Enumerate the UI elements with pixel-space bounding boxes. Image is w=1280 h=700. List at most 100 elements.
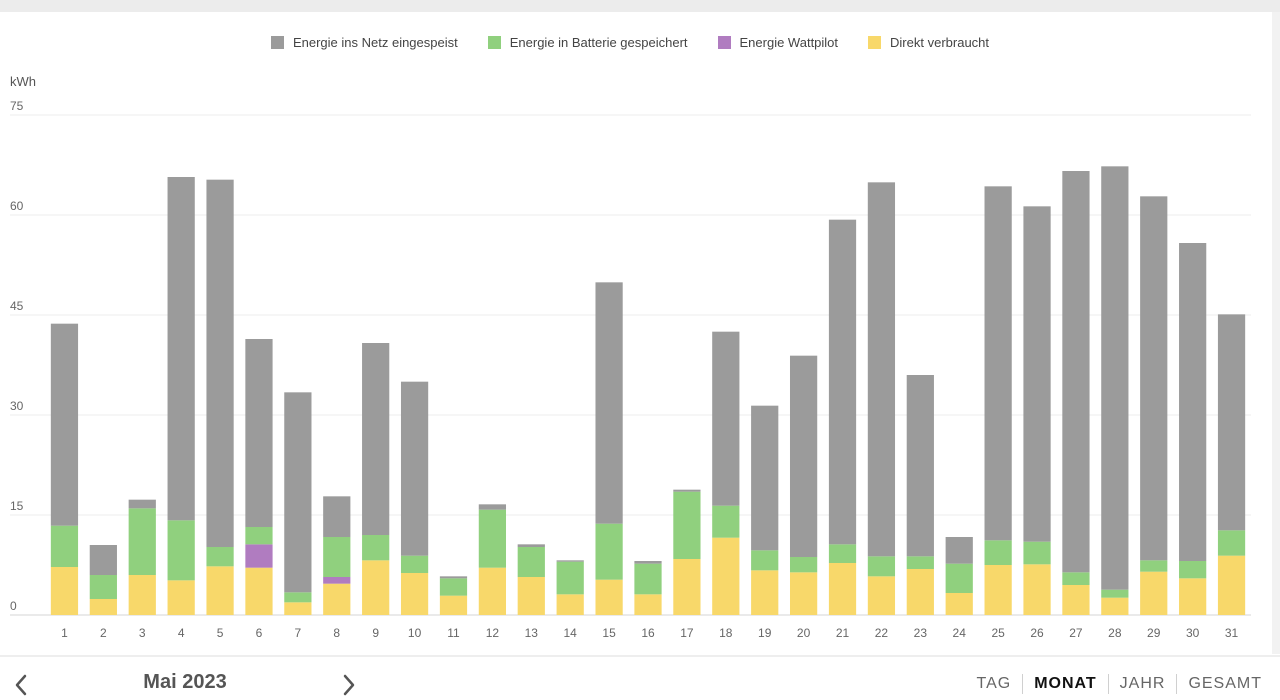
bar-segment[interactable]	[556, 561, 584, 595]
bar-segment[interactable]	[323, 577, 351, 584]
bar-segment[interactable]	[751, 405, 779, 551]
bar-segment[interactable]	[1179, 243, 1207, 561]
next-period-button[interactable]	[334, 670, 364, 700]
bar-segment[interactable]	[789, 572, 818, 615]
bar-segment[interactable]	[478, 567, 507, 615]
bar-segment[interactable]	[362, 343, 390, 535]
bar-segment[interactable]	[634, 594, 662, 615]
bar-segment[interactable]	[167, 520, 195, 581]
legend-item-wattpilot[interactable]: Energie Wattpilot	[717, 35, 838, 50]
bar-segment[interactable]	[517, 544, 545, 547]
bar-segment[interactable]	[1101, 589, 1129, 598]
bar-segment[interactable]	[828, 563, 857, 615]
bar-segment[interactable]	[323, 496, 351, 537]
bar-segment[interactable]	[50, 323, 79, 526]
bar-segment[interactable]	[556, 560, 584, 562]
bar-segment[interactable]	[595, 579, 623, 615]
bar-segment[interactable]	[906, 556, 934, 569]
bar-segment[interactable]	[867, 182, 896, 557]
bar-segment[interactable]	[595, 282, 623, 524]
bar-segment[interactable]	[478, 504, 507, 510]
bar-segment[interactable]	[1179, 561, 1207, 579]
bar-segment[interactable]	[1023, 541, 1051, 565]
tab-gesamt[interactable]: GESAMT	[1188, 675, 1262, 692]
bar-segment[interactable]	[439, 578, 468, 596]
bar-segment[interactable]	[50, 525, 79, 567]
bar-segment[interactable]	[1179, 578, 1207, 615]
bar-segment[interactable]	[789, 355, 818, 557]
bar-segment[interactable]	[128, 575, 156, 615]
bar-segment[interactable]	[245, 567, 273, 615]
bar-segment[interactable]	[1217, 314, 1246, 531]
bar-segment[interactable]	[984, 186, 1012, 541]
bar-segment[interactable]	[517, 547, 545, 577]
bar-segment[interactable]	[712, 537, 740, 615]
bar-segment[interactable]	[89, 545, 117, 575]
bar-segment[interactable]	[906, 569, 934, 615]
bar-segment[interactable]	[362, 535, 390, 561]
bar-segment[interactable]	[362, 560, 390, 615]
bar-segment[interactable]	[984, 565, 1012, 615]
legend-item-netz[interactable]: Energie ins Netz eingespeist	[270, 35, 458, 50]
bar-segment[interactable]	[945, 537, 973, 564]
bar-segment[interactable]	[323, 537, 351, 577]
bar-segment[interactable]	[284, 392, 312, 593]
bar-segment[interactable]	[828, 544, 857, 563]
bar-segment[interactable]	[128, 508, 156, 575]
bar-segment[interactable]	[517, 577, 545, 615]
bar-segment[interactable]	[828, 219, 857, 545]
legend-item-batterie[interactable]: Energie in Batterie gespeichert	[487, 35, 688, 50]
bar-segment[interactable]	[751, 570, 779, 615]
bar-segment[interactable]	[945, 563, 973, 593]
bar-segment[interactable]	[867, 576, 896, 615]
bar-segment[interactable]	[167, 177, 195, 521]
bar-segment[interactable]	[323, 583, 351, 615]
bar-segment[interactable]	[595, 523, 623, 580]
bar-segment[interactable]	[1101, 166, 1129, 590]
bar-segment[interactable]	[206, 547, 234, 567]
bar-segment[interactable]	[556, 594, 584, 615]
bar-segment[interactable]	[284, 602, 312, 615]
bar-segment[interactable]	[1023, 564, 1051, 615]
bar-segment[interactable]	[1023, 206, 1051, 542]
bar-segment[interactable]	[1217, 555, 1246, 615]
bar-segment[interactable]	[1101, 597, 1129, 615]
bar-segment[interactable]	[1140, 560, 1168, 572]
tab-monat[interactable]: MONAT	[1034, 675, 1097, 692]
bar-segment[interactable]	[89, 599, 117, 615]
bar-segment[interactable]	[673, 491, 701, 559]
bar-segment[interactable]	[1062, 171, 1090, 573]
bar-segment[interactable]	[906, 375, 934, 557]
bar-segment[interactable]	[712, 331, 740, 506]
bar-segment[interactable]	[167, 580, 195, 615]
bar-segment[interactable]	[789, 557, 818, 573]
bar-segment[interactable]	[245, 544, 273, 568]
bar-segment[interactable]	[439, 595, 468, 615]
bar-segment[interactable]	[284, 592, 312, 603]
previous-period-button[interactable]	[6, 670, 36, 700]
bar-segment[interactable]	[245, 527, 273, 545]
bar-segment[interactable]	[400, 555, 429, 573]
bar-segment[interactable]	[245, 339, 273, 527]
bar-segment[interactable]	[634, 561, 662, 564]
bar-segment[interactable]	[478, 509, 507, 568]
bar-segment[interactable]	[712, 505, 740, 538]
bar-segment[interactable]	[673, 559, 701, 615]
tab-jahr[interactable]: JAHR	[1119, 675, 1166, 692]
bar-segment[interactable]	[50, 567, 79, 615]
bar-segment[interactable]	[1062, 585, 1090, 615]
bar-segment[interactable]	[984, 540, 1012, 565]
bar-segment[interactable]	[400, 573, 429, 615]
tab-tag[interactable]: TAG	[976, 675, 1012, 692]
legend-item-direkt[interactable]: Direkt verbraucht	[868, 35, 989, 50]
bar-segment[interactable]	[1217, 530, 1246, 556]
bar-segment[interactable]	[634, 563, 662, 595]
bar-segment[interactable]	[1062, 572, 1090, 585]
bar-segment[interactable]	[128, 499, 156, 509]
bar-segment[interactable]	[89, 575, 117, 599]
bar-segment[interactable]	[206, 179, 234, 547]
bar-segment[interactable]	[751, 550, 779, 571]
bar-segment[interactable]	[867, 556, 896, 577]
bar-segment[interactable]	[439, 576, 468, 579]
bar-segment[interactable]	[400, 381, 429, 556]
